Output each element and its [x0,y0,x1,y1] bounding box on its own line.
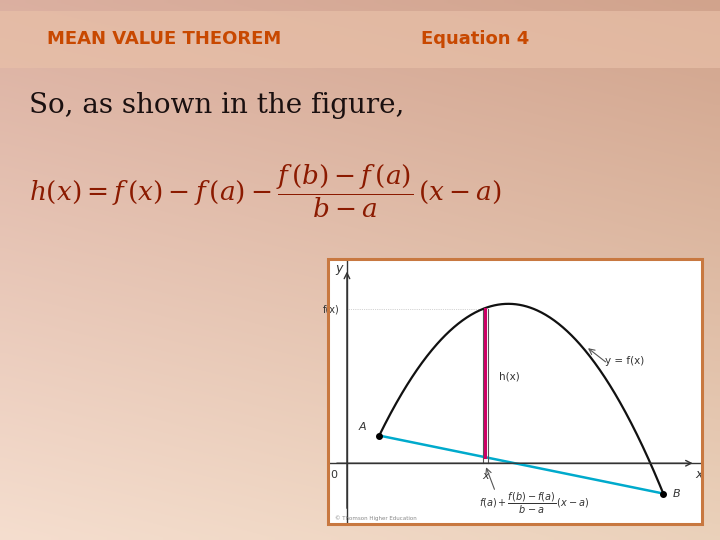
Text: 0: 0 [330,470,338,480]
Text: $h(x) = f\,(x) - f\,(a) - \dfrac{f\,(b) - f\,(a)}{b - a}\,(x - a)$: $h(x) = f\,(x) - f\,(a) - \dfrac{f\,(b) … [29,163,502,220]
Text: So, as shown in the figure,: So, as shown in the figure, [29,92,404,119]
Bar [0,11,720,68]
Text: y: y [336,262,343,275]
Text: B: B [672,489,680,498]
Text: A: A [359,422,366,433]
Text: x: x [696,468,703,481]
Text: © Thomson Higher Education: © Thomson Higher Education [335,516,417,521]
Bar [328,259,702,524]
Text: Equation 4: Equation 4 [421,30,529,48]
Text: h(x): h(x) [499,372,520,381]
Text: $f(a) + \dfrac{f(b) - f(a)}{b - a}\,(x - a)$: $f(a) + \dfrac{f(b) - f(a)}{b - a}\,(x -… [479,491,590,516]
Text: MEAN VALUE THEOREM: MEAN VALUE THEOREM [47,30,281,48]
Text: x: x [482,471,488,481]
Text: y = f(x): y = f(x) [606,355,644,366]
Text: f(x): f(x) [323,304,339,314]
